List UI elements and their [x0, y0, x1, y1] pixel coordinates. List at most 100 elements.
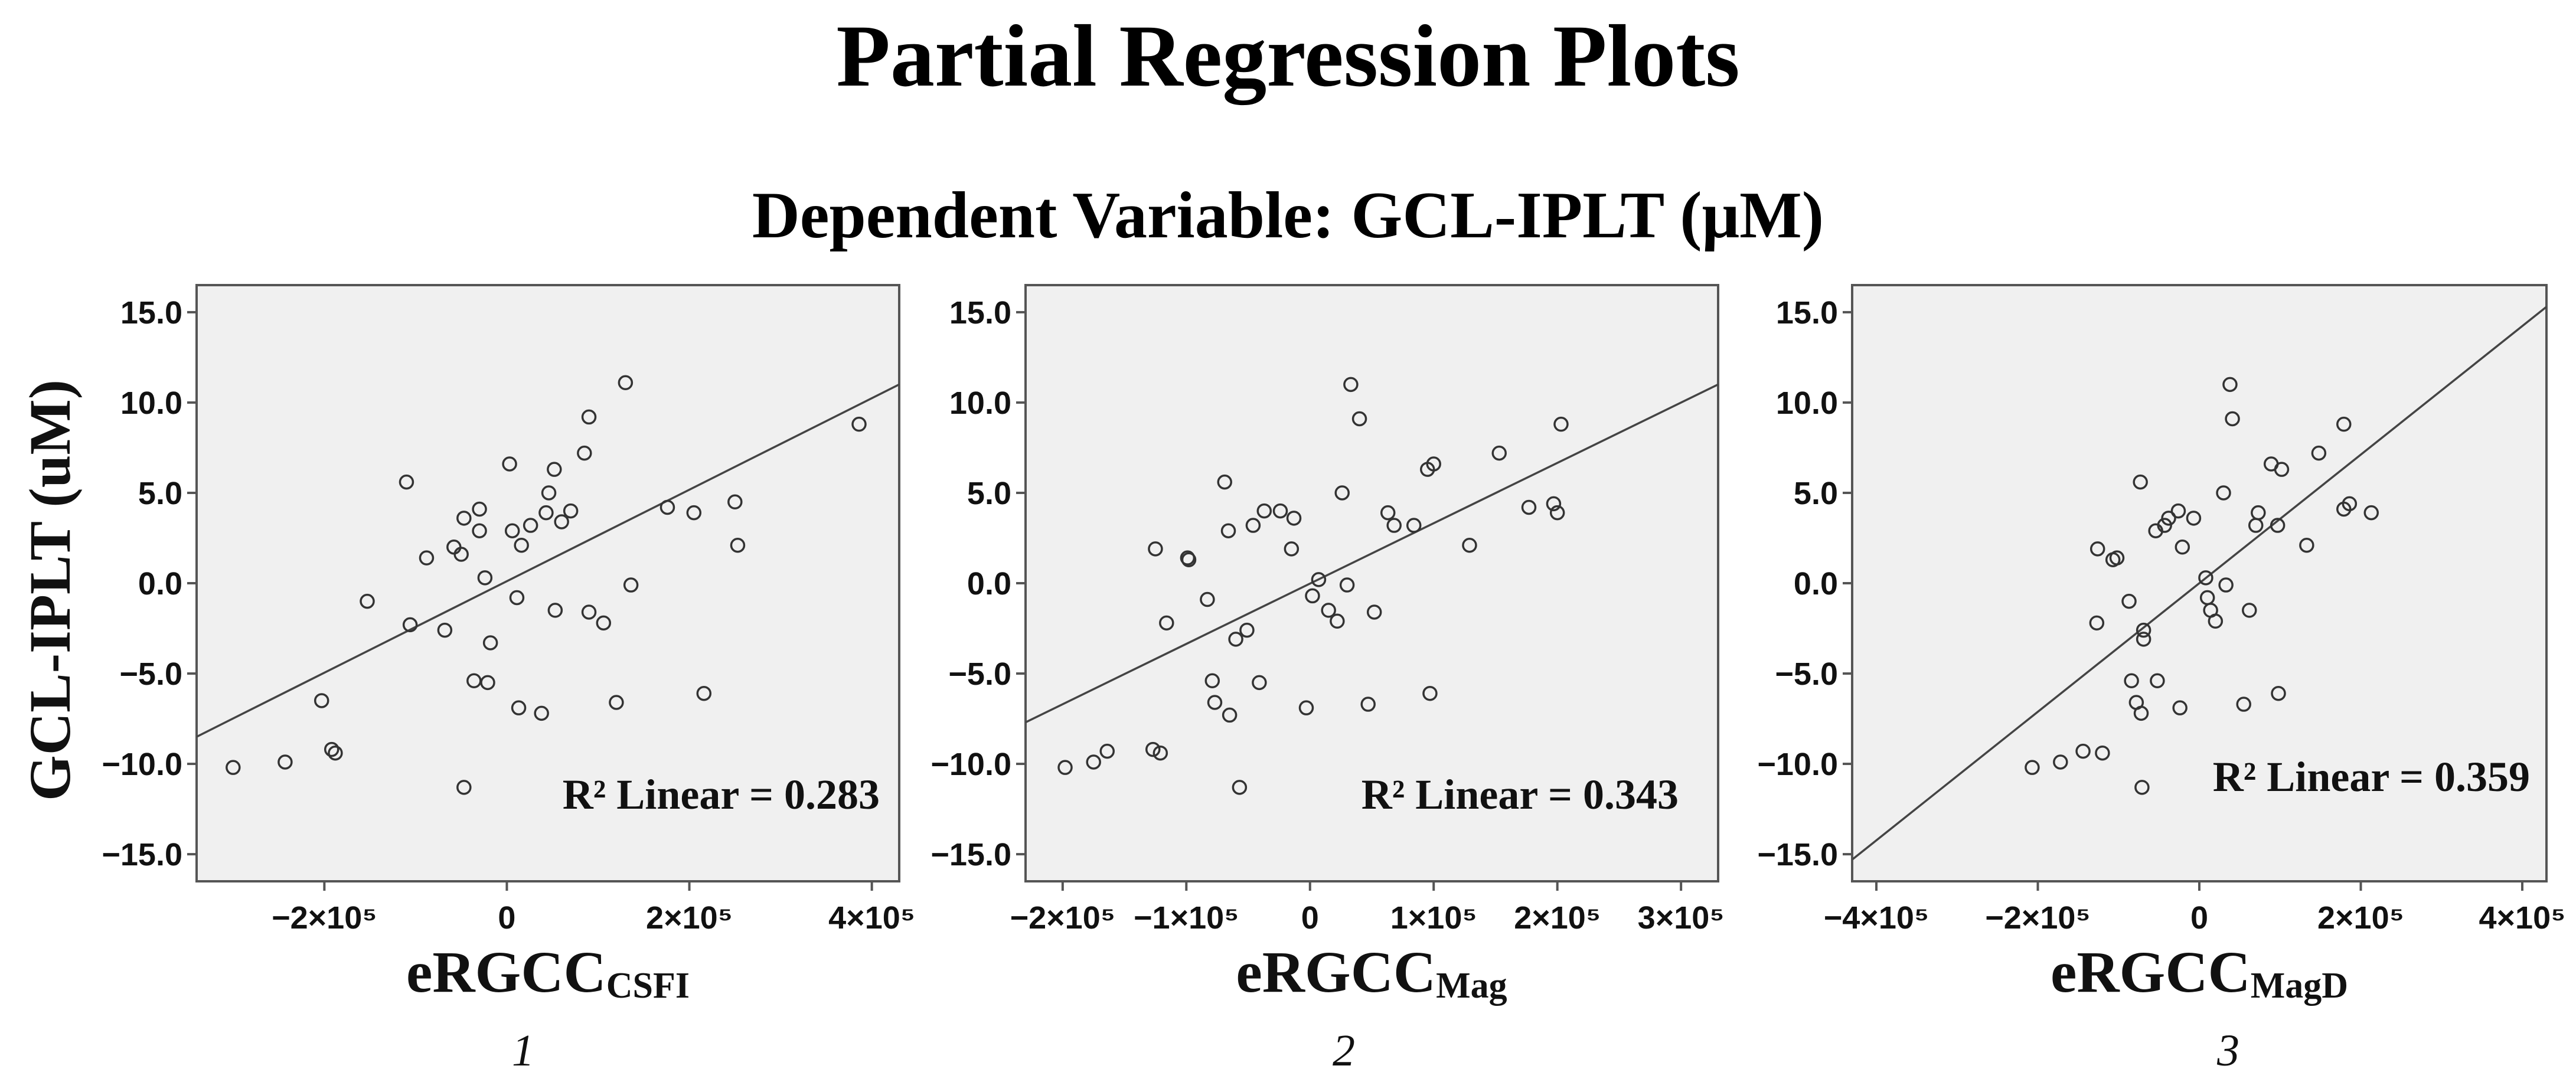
data-point	[2175, 540, 2190, 555]
y-tick-label: 5.0	[138, 476, 182, 511]
data-point	[502, 456, 517, 472]
data-point	[541, 485, 557, 501]
data-point	[1360, 697, 1376, 712]
data-point	[2363, 505, 2379, 521]
x-tick-label: −4×10⁵	[1824, 900, 1929, 936]
data-point	[1351, 411, 1367, 427]
data-point	[2109, 550, 2125, 565]
data-point	[509, 590, 525, 606]
data-point	[2222, 377, 2238, 393]
data-point	[2216, 485, 2231, 501]
data-point	[2136, 632, 2151, 647]
x-axis-label-main: eRGCC	[2051, 939, 2251, 1005]
data-point	[2136, 622, 2151, 638]
data-point	[1256, 503, 1272, 519]
x-axis-label-subscript: CSFI	[606, 966, 690, 1006]
data-point	[1145, 741, 1161, 757]
x-axis-label: eRGCCMag	[1236, 939, 1507, 1006]
y-tick-label: 15.0	[949, 295, 1011, 331]
data-point	[1222, 707, 1238, 723]
data-point	[686, 505, 702, 521]
data-point	[2075, 743, 2091, 759]
data-point	[277, 754, 293, 770]
data-point	[2236, 697, 2251, 712]
data-point	[609, 695, 624, 710]
data-point	[696, 685, 712, 701]
data-point	[2299, 537, 2314, 553]
data-point	[2089, 541, 2105, 557]
y-tick-label: −15.0	[931, 837, 1011, 872]
data-point	[360, 593, 375, 609]
data-point	[2150, 673, 2165, 689]
data-point	[1220, 523, 1236, 538]
data-point	[1228, 632, 1243, 647]
data-point	[1181, 552, 1197, 567]
data-point	[472, 501, 487, 517]
data-point	[472, 523, 487, 538]
data-point	[2218, 577, 2234, 593]
data-point	[1521, 499, 1537, 515]
figure-subtitle: Dependent Variable: GCL-IPLT (μM)	[752, 179, 1824, 252]
data-point	[2133, 474, 2148, 490]
data-point	[514, 537, 529, 553]
data-point	[2186, 511, 2202, 526]
data-point	[2157, 518, 2172, 533]
y-tick-label: 10.0	[120, 385, 182, 421]
data-point	[1152, 745, 1168, 761]
x-tick-label: 1×10⁵	[1390, 900, 1477, 936]
data-point	[1207, 695, 1223, 710]
y-tick-label: −5.0	[1775, 656, 1838, 692]
figure-title: Partial Regression Plots	[836, 7, 1740, 105]
data-point	[1057, 760, 1073, 775]
regression-line	[1852, 306, 2546, 861]
data-point	[2025, 760, 2040, 775]
data-point	[1462, 537, 1477, 553]
data-point	[1200, 591, 1215, 607]
data-point	[2089, 615, 2105, 631]
data-point	[2198, 570, 2213, 586]
y-tick-label: 0.0	[1794, 566, 1838, 602]
data-point	[1148, 541, 1163, 557]
y-tick-label: 5.0	[967, 476, 1011, 511]
data-point	[1380, 505, 1396, 521]
data-point	[2172, 700, 2188, 715]
data-point	[596, 615, 612, 631]
panel-number: 1	[512, 1026, 534, 1076]
data-point	[1426, 456, 1441, 472]
x-tick-label: −2×10⁵	[1985, 900, 2091, 936]
y-tick-label: 0.0	[138, 566, 182, 602]
r2-label: R² Linear = 0.359	[2213, 753, 2530, 800]
data-point	[1343, 377, 1359, 393]
data-point	[581, 409, 597, 425]
data-point	[1334, 485, 1350, 501]
data-point	[1546, 496, 1562, 512]
data-point	[547, 462, 562, 477]
data-point	[1284, 541, 1300, 557]
x-tick-label: 3×10⁵	[1638, 900, 1725, 936]
data-point	[456, 780, 472, 795]
regression-line	[197, 383, 899, 738]
data-point	[1245, 518, 1261, 533]
data-point	[623, 577, 639, 593]
data-point	[2242, 603, 2257, 618]
x-axis-label-main: eRGCC	[1236, 939, 1436, 1005]
data-point	[1366, 604, 1382, 620]
panel-number: 3	[2216, 1026, 2239, 1076]
data-point	[1311, 572, 1327, 587]
y-tick-label: 15.0	[1776, 295, 1838, 331]
data-point	[1239, 622, 1255, 638]
data-point	[1252, 675, 1267, 691]
data-point	[2270, 518, 2286, 533]
data-point	[1305, 588, 1320, 604]
y-tick-label: −10.0	[1757, 747, 1838, 782]
y-axis-label: GCL-IPLT (uM)	[17, 380, 83, 801]
data-point	[538, 505, 554, 521]
data-point	[2342, 496, 2358, 512]
data-point	[1272, 503, 1288, 519]
regression-line	[1026, 383, 1718, 724]
data-point	[523, 518, 538, 533]
y-tick-label: −5.0	[119, 656, 182, 692]
data-point	[1330, 613, 1345, 629]
data-point	[1339, 577, 1355, 593]
data-point	[577, 445, 592, 461]
